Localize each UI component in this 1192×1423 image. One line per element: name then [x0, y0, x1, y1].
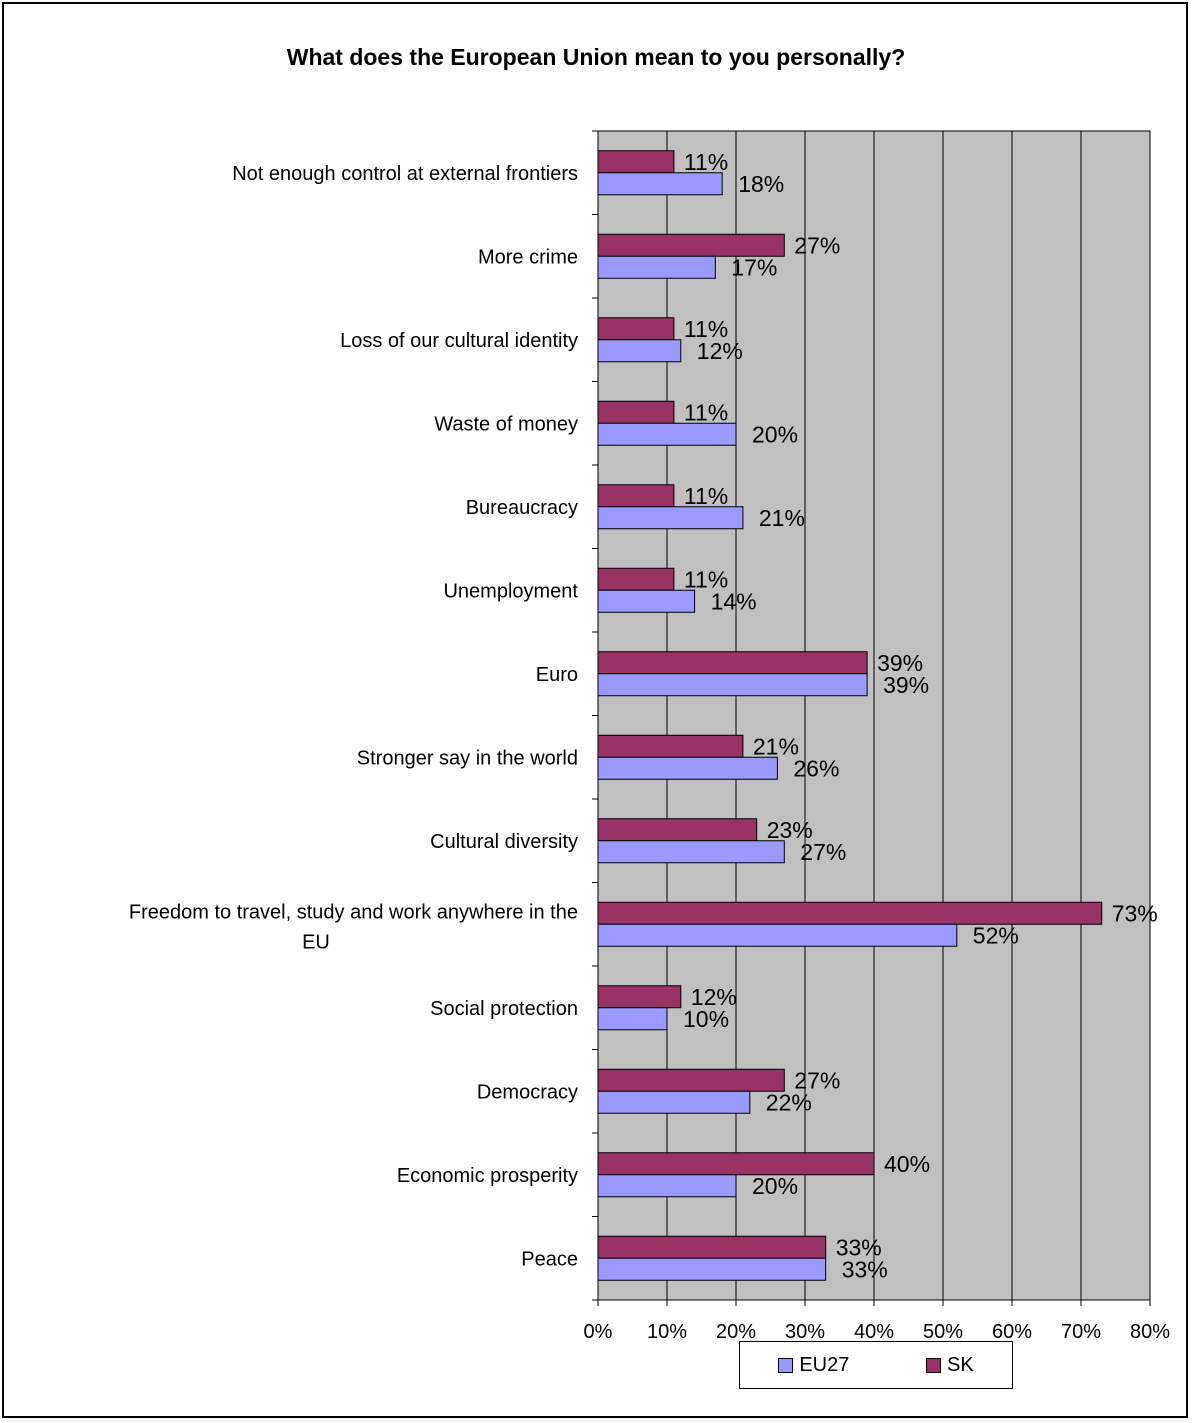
- x-tick-label: 20%: [716, 1321, 756, 1343]
- x-tick-label: 60%: [992, 1321, 1032, 1343]
- category-label: Not enough control at external frontiers: [232, 163, 578, 185]
- x-tick-label: 50%: [923, 1321, 963, 1343]
- data-label-eu27: 39%: [883, 672, 929, 698]
- category-label: Social protection: [430, 998, 578, 1020]
- category-label: Stronger say in the world: [357, 747, 578, 769]
- data-label-sk: 73%: [1112, 900, 1158, 926]
- legend-label-eu27: EU27: [799, 1353, 850, 1376]
- legend: EU27 SK: [739, 1341, 1013, 1389]
- category-label: EU: [302, 931, 330, 953]
- bar-sk: [597, 1152, 875, 1176]
- bar-sk: [597, 651, 868, 675]
- bar-sk: [597, 901, 1103, 925]
- bar-eu27: [597, 840, 785, 864]
- bar-sk: [597, 567, 675, 591]
- data-label-sk: 33%: [836, 1234, 882, 1260]
- bar-sk: [597, 818, 758, 842]
- data-label-sk: 40%: [884, 1151, 930, 1177]
- data-label-sk: 11%: [684, 149, 728, 175]
- legend-item-sk: SK: [925, 1353, 974, 1377]
- data-label-eu27: 18%: [738, 171, 784, 197]
- category-label: Loss of our cultural identity: [340, 330, 578, 352]
- category-label: Freedom to travel, study and work anywhe…: [129, 901, 578, 923]
- bar-eu27: [597, 339, 682, 363]
- bar-sk: [597, 484, 675, 508]
- bar-eu27: [597, 1174, 737, 1198]
- data-label-eu27: 17%: [731, 254, 777, 280]
- bar-eu27: [597, 255, 716, 279]
- x-tick-label: 70%: [1061, 1321, 1101, 1343]
- x-tick-label: 30%: [785, 1321, 825, 1343]
- bar-sk: [597, 233, 785, 257]
- bar-eu27: [597, 589, 696, 613]
- bar-eu27: [597, 923, 958, 947]
- data-label-eu27: 22%: [766, 1089, 812, 1115]
- data-label-eu27: 20%: [752, 421, 798, 447]
- data-label-eu27: 14%: [711, 588, 757, 614]
- chart-title: What does the European Union mean to you…: [286, 44, 906, 70]
- data-label-eu27: 12%: [697, 338, 743, 364]
- bar-eu27: [597, 1007, 668, 1031]
- category-label: Bureaucracy: [466, 497, 578, 519]
- data-label-eu27: 21%: [759, 505, 805, 531]
- data-label-sk: 27%: [794, 232, 840, 258]
- category-label: Unemployment: [443, 580, 578, 602]
- data-label-eu27: 27%: [800, 839, 846, 865]
- bar-sk: [597, 734, 744, 758]
- bar-eu27: [597, 673, 868, 697]
- category-label: More crime: [478, 246, 578, 268]
- data-label-eu27: 33%: [842, 1256, 888, 1282]
- bar-sk: [597, 317, 675, 341]
- data-label-sk: 11%: [684, 316, 728, 342]
- x-tick-label: 80%: [1130, 1321, 1170, 1343]
- data-label-sk: 12%: [691, 984, 737, 1010]
- bar-eu27: [597, 506, 744, 530]
- bar-eu27: [597, 172, 723, 196]
- category-label: Democracy: [477, 1081, 578, 1103]
- data-label-eu27: 26%: [793, 755, 839, 781]
- legend-swatch-eu27: [778, 1357, 794, 1373]
- data-label-sk: 39%: [877, 650, 923, 676]
- data-label-sk: 23%: [767, 817, 813, 843]
- x-tick-label: 0%: [584, 1321, 613, 1343]
- data-label-sk: 11%: [684, 483, 728, 509]
- bar-sk: [597, 150, 675, 174]
- category-label: Euro: [536, 664, 578, 686]
- bar-sk: [597, 1235, 827, 1259]
- bar-eu27: [597, 1257, 827, 1281]
- x-tick-label: 40%: [854, 1321, 894, 1343]
- category-label: Peace: [521, 1248, 578, 1270]
- bar-sk: [597, 400, 675, 424]
- category-label: Cultural diversity: [430, 831, 578, 853]
- bar-sk: [597, 985, 682, 1009]
- bar-eu27: [597, 422, 737, 446]
- bar-eu27: [597, 756, 778, 780]
- legend-swatch-sk: [925, 1357, 941, 1373]
- x-tick-label: 10%: [647, 1321, 687, 1343]
- data-label-eu27: 52%: [973, 922, 1019, 948]
- bar-sk: [597, 1068, 785, 1092]
- category-label: Waste of money: [434, 413, 578, 435]
- data-label-sk: 21%: [753, 733, 799, 759]
- legend-item-eu27: EU27: [778, 1354, 849, 1377]
- data-label-sk: 11%: [684, 566, 728, 592]
- data-label-eu27: 20%: [752, 1173, 798, 1199]
- legend-label-sk: SK: [946, 1353, 974, 1376]
- bar-eu27: [597, 1090, 751, 1114]
- data-label-eu27: 10%: [683, 1006, 729, 1032]
- data-label-sk: 11%: [684, 399, 728, 425]
- category-label: Economic prosperity: [397, 1165, 578, 1187]
- data-label-sk: 27%: [794, 1067, 840, 1093]
